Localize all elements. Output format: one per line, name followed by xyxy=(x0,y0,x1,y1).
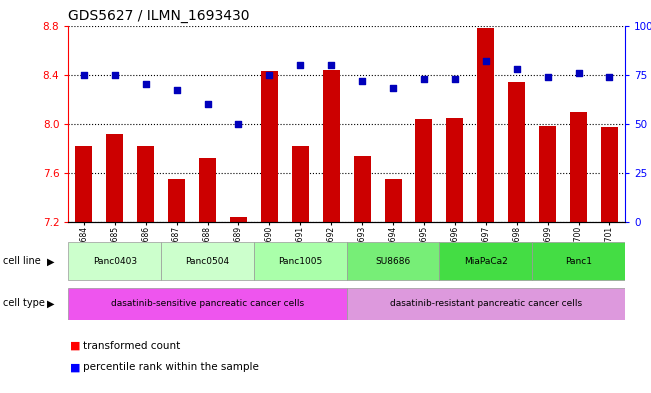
Point xyxy=(109,72,120,78)
Bar xyxy=(346,288,625,320)
Text: cell line: cell line xyxy=(3,256,41,266)
Point xyxy=(202,101,213,107)
Point xyxy=(295,62,305,68)
Point xyxy=(79,72,89,78)
Text: ■: ■ xyxy=(70,362,81,373)
Text: ■: ■ xyxy=(70,341,81,351)
Bar xyxy=(539,126,556,222)
Point xyxy=(141,81,151,88)
Point xyxy=(542,73,553,80)
Bar xyxy=(439,242,532,280)
Bar xyxy=(292,146,309,222)
Bar xyxy=(570,112,587,222)
Bar xyxy=(415,119,432,222)
Bar xyxy=(106,134,123,222)
Point xyxy=(512,66,522,72)
Point xyxy=(419,75,429,82)
Point xyxy=(388,85,398,92)
Bar xyxy=(385,179,402,222)
Text: ▶: ▶ xyxy=(47,298,55,309)
Text: Panc0403: Panc0403 xyxy=(92,257,137,266)
Bar xyxy=(532,242,625,280)
Point xyxy=(450,75,460,82)
Text: ▶: ▶ xyxy=(47,256,55,266)
Point xyxy=(264,72,275,78)
Bar xyxy=(508,82,525,222)
Bar xyxy=(447,118,464,222)
Point xyxy=(233,121,243,127)
Bar xyxy=(68,242,161,280)
Bar xyxy=(346,242,439,280)
Point xyxy=(326,62,337,68)
Text: SU8686: SU8686 xyxy=(376,257,411,266)
Bar xyxy=(76,146,92,222)
Bar xyxy=(168,179,185,222)
Point xyxy=(480,58,491,64)
Text: GDS5627 / ILMN_1693430: GDS5627 / ILMN_1693430 xyxy=(68,9,250,23)
Bar xyxy=(323,70,340,222)
Bar xyxy=(477,28,494,222)
Text: Panc0504: Panc0504 xyxy=(186,257,230,266)
Bar xyxy=(601,127,618,222)
Bar xyxy=(199,158,216,222)
Text: dasatinib-resistant pancreatic cancer cells: dasatinib-resistant pancreatic cancer ce… xyxy=(390,299,582,308)
Text: Panc1005: Panc1005 xyxy=(278,257,322,266)
Point xyxy=(574,70,584,76)
Bar xyxy=(230,217,247,222)
Point xyxy=(604,73,615,80)
Bar xyxy=(137,146,154,222)
Text: transformed count: transformed count xyxy=(83,341,180,351)
Text: Panc1: Panc1 xyxy=(565,257,592,266)
Bar xyxy=(68,288,346,320)
Text: dasatinib-sensitive pancreatic cancer cells: dasatinib-sensitive pancreatic cancer ce… xyxy=(111,299,304,308)
Point xyxy=(171,87,182,94)
Text: MiaPaCa2: MiaPaCa2 xyxy=(464,257,508,266)
Point xyxy=(357,77,367,84)
Bar xyxy=(261,71,278,222)
Text: cell type: cell type xyxy=(3,298,45,309)
Bar xyxy=(353,156,370,222)
Text: percentile rank within the sample: percentile rank within the sample xyxy=(83,362,259,373)
Bar xyxy=(254,242,346,280)
Bar xyxy=(161,242,254,280)
